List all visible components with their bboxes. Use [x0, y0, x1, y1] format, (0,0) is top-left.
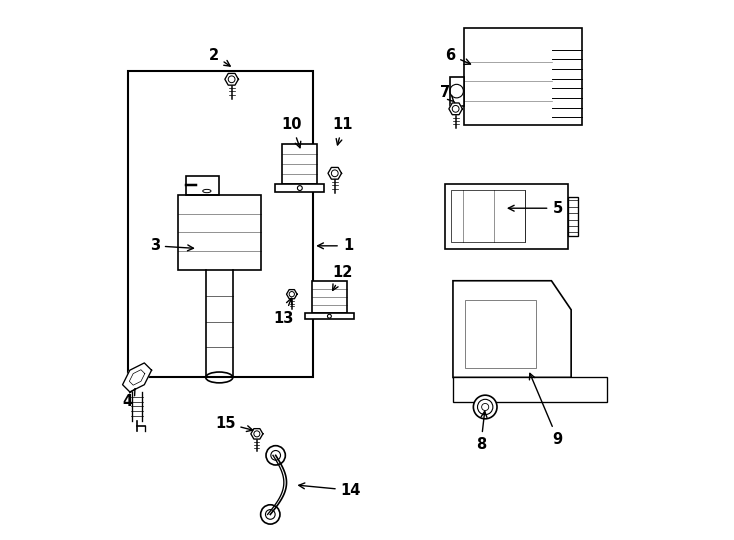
Polygon shape: [328, 167, 341, 179]
Text: 9: 9: [529, 373, 563, 447]
Text: 13: 13: [274, 298, 294, 326]
Text: 6: 6: [446, 48, 470, 64]
Text: 12: 12: [333, 265, 353, 291]
Text: 8: 8: [476, 411, 487, 452]
Bar: [186, 176, 219, 195]
Bar: [465, 300, 536, 368]
Polygon shape: [123, 363, 152, 392]
Text: 3: 3: [150, 238, 194, 253]
Bar: [445, 184, 568, 248]
Bar: [464, 28, 582, 125]
Polygon shape: [449, 103, 462, 114]
Text: 7: 7: [440, 85, 454, 103]
Bar: [283, 144, 317, 184]
Polygon shape: [453, 281, 571, 377]
Bar: [305, 313, 354, 320]
Bar: [275, 184, 324, 192]
Bar: [568, 197, 578, 235]
Polygon shape: [286, 289, 297, 299]
Text: 10: 10: [282, 118, 302, 148]
Bar: [128, 71, 313, 377]
Text: 2: 2: [209, 48, 230, 66]
Text: 11: 11: [333, 118, 353, 145]
Circle shape: [473, 395, 497, 419]
Polygon shape: [251, 429, 263, 439]
Text: 14: 14: [299, 483, 361, 498]
Bar: [312, 281, 347, 313]
Bar: [178, 195, 261, 270]
Text: 4: 4: [123, 389, 135, 409]
Text: 15: 15: [215, 416, 252, 431]
Bar: [453, 377, 606, 402]
Bar: [449, 77, 464, 106]
Text: 1: 1: [318, 238, 353, 253]
Bar: [451, 191, 526, 242]
Text: 5: 5: [509, 201, 562, 215]
Polygon shape: [225, 73, 239, 85]
